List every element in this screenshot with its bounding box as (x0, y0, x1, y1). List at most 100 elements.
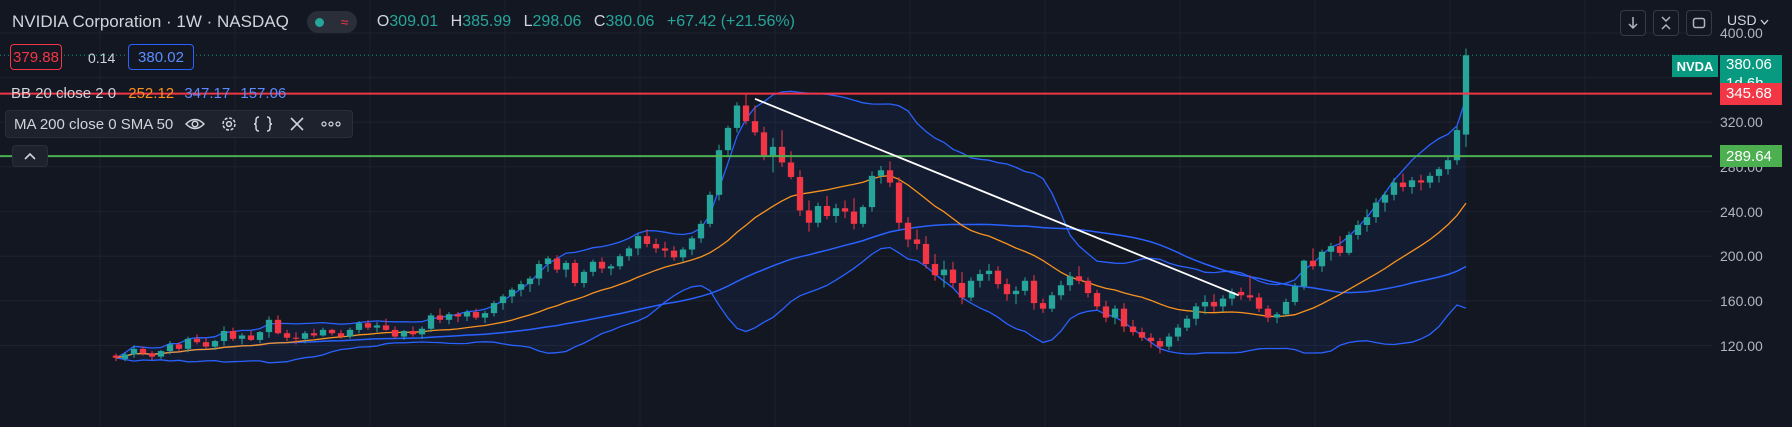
candle-body (1201, 301, 1209, 307)
candle-body (292, 337, 300, 339)
bb-lower-value: 157.06 (240, 85, 287, 102)
candle-body (724, 127, 732, 151)
candle-body (1300, 260, 1308, 287)
change-value: +67.42 (+21.56%) (666, 13, 795, 30)
low-label: L (523, 13, 533, 30)
candle-body (148, 353, 156, 357)
candle-body (796, 176, 804, 211)
candle-body (112, 355, 120, 358)
candle-body (922, 243, 930, 265)
candle-body (697, 223, 705, 239)
high-label: H (450, 13, 463, 30)
candle-body (1174, 327, 1182, 337)
candle-body (481, 313, 489, 318)
bb-indicator-legend[interactable]: BB 20 close 2 0 252.12 347.17 157.06 (11, 85, 286, 102)
candle-body (256, 332, 264, 340)
candle-body (625, 248, 633, 257)
buy-price-button[interactable]: 380.02 (128, 44, 194, 70)
candle-body (463, 312, 471, 317)
candle-body (1453, 130, 1461, 161)
candle-body (130, 348, 138, 355)
chevron-up-icon (24, 152, 36, 160)
candle-body (1039, 303, 1047, 309)
candle-body (1147, 337, 1155, 342)
collapse-icon (1661, 16, 1671, 30)
candle-body (850, 211, 858, 224)
candle-body (940, 269, 948, 276)
candle-body (868, 175, 876, 208)
candle-body (1057, 285, 1065, 296)
candle-body (1372, 202, 1380, 218)
candle-body (859, 207, 867, 224)
candle-body (895, 182, 903, 223)
close-icon[interactable] (285, 113, 309, 135)
candle-body (391, 329, 399, 337)
candle-body (1336, 246, 1344, 253)
axis-tick-label: 160.00 (1720, 292, 1763, 309)
candle-body (508, 289, 516, 297)
candle-body (229, 330, 237, 339)
candle-body (1084, 280, 1092, 294)
last-price-value: 380.06 (1726, 56, 1772, 73)
candle-body (166, 344, 174, 352)
more-options-icon[interactable] (319, 113, 343, 135)
candle-body (1237, 291, 1245, 296)
sell-price-button[interactable]: 379.88 (10, 44, 62, 70)
candle-body (967, 280, 975, 298)
candle-body (1408, 180, 1416, 188)
candle-body (139, 348, 147, 354)
candle-body (580, 271, 588, 283)
candle-body (247, 335, 255, 340)
candle-body (211, 341, 219, 347)
candle-body (1291, 286, 1299, 302)
gear-icon[interactable] (217, 113, 241, 135)
trend-line (754, 98, 1239, 297)
green-level-tag: 289.64 (1720, 145, 1782, 168)
candle-body (1075, 276, 1083, 281)
collapse-pane-button[interactable] (1653, 10, 1679, 36)
candle-body (301, 333, 309, 339)
collapse-legend-button[interactable] (12, 145, 48, 167)
maximize-pane-button[interactable] (1686, 10, 1712, 36)
candle-body (1282, 301, 1290, 315)
candle-body (418, 328, 426, 335)
candle-body (328, 329, 336, 334)
currency-label: USD (1727, 12, 1757, 28)
candle-body (184, 338, 192, 349)
axis-tick-label: 200.00 (1720, 248, 1763, 265)
candle-body (1066, 276, 1074, 286)
candle-body (1120, 308, 1128, 327)
candle-body (814, 205, 822, 223)
candle-body (1003, 284, 1011, 295)
symbol-title[interactable]: NVIDIA Corporation · 1W · NASDAQ (12, 12, 289, 31)
ma-line (115, 223, 1467, 359)
candle-body (913, 239, 921, 244)
candle-body (373, 325, 381, 328)
chevron-down-icon (1760, 19, 1769, 25)
arrow-down-icon (1628, 17, 1638, 30)
candle-body (661, 248, 669, 251)
scroll-down-button[interactable] (1620, 10, 1646, 36)
candle-body (121, 354, 129, 359)
candle-body (1156, 341, 1164, 347)
candle-body (634, 236, 642, 249)
ma-indicator-legend[interactable]: MA 200 close 0 SMA 50 (5, 110, 353, 138)
market-status-toggle[interactable]: ≈ (306, 11, 357, 33)
candle-body (760, 132, 768, 157)
candle-body (1030, 280, 1038, 304)
candle-body (1426, 175, 1434, 183)
eye-icon[interactable] (183, 113, 207, 135)
candle-body (346, 329, 354, 337)
candle-body (1138, 332, 1146, 338)
source-code-icon[interactable] (251, 113, 275, 135)
candle-body (1435, 169, 1443, 176)
candle-body (1048, 295, 1056, 309)
currency-selector[interactable]: USD (1727, 12, 1769, 28)
candle-body (382, 325, 390, 330)
maximize-icon (1692, 17, 1706, 29)
candle-body (769, 146, 777, 157)
low-value: 298.06 (532, 13, 582, 30)
candle-body (364, 323, 372, 328)
candle-body (526, 278, 534, 285)
